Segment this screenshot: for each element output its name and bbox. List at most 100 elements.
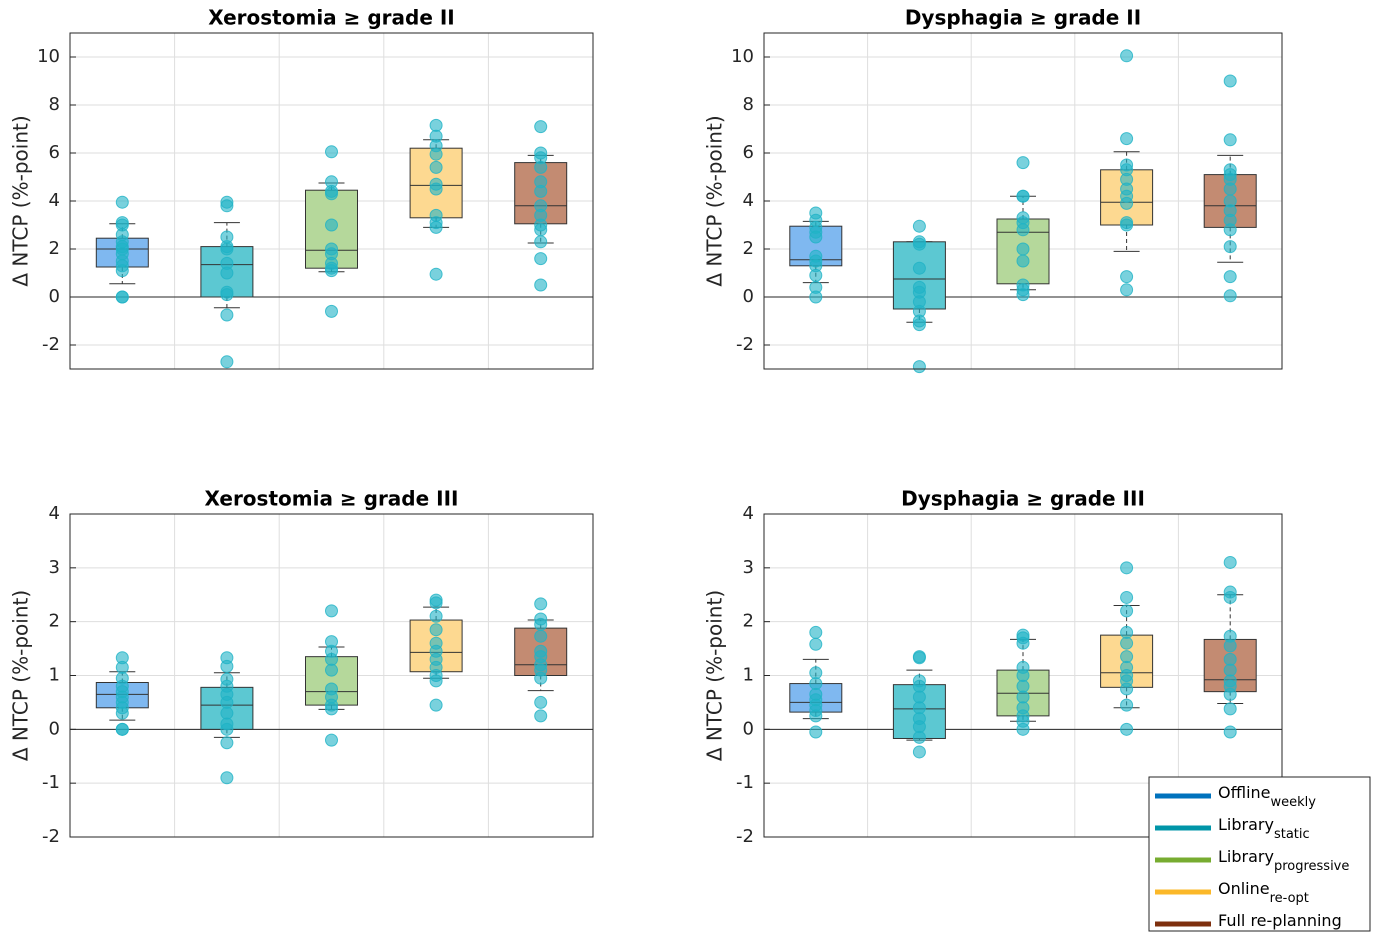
data-point [429,118,443,132]
data-point [1223,652,1237,666]
data-point [115,195,129,209]
data-point [534,617,548,631]
data-point [325,264,338,278]
axes-frame [69,513,594,838]
y-tick-label: 6 [49,142,60,163]
data-point [220,266,234,280]
data-point [1120,270,1134,284]
data-point [1120,218,1134,232]
data-point [325,604,338,618]
data-point [220,722,234,736]
data-point [325,652,338,666]
data-point [325,733,338,747]
panel: -2 0 2 4 6 8 10 Xerostomia ≥ grade II Δ NTCP (%-… [9,6,594,370]
data-point [809,290,823,304]
data-point [1223,663,1237,677]
y-tick-label: 4 [743,190,754,211]
legend-label: Libraryprogressive [1218,847,1349,874]
data-point [809,230,823,244]
data-point [1016,722,1030,736]
data-point [115,264,129,278]
data-point [1120,590,1134,604]
data-point [1223,74,1237,88]
y-tick-label: -2 [736,334,754,355]
data-point [325,304,338,318]
data-point [1016,288,1030,302]
y-tick-label: 0 [49,286,60,307]
data-point [534,120,548,134]
data-point [1120,636,1134,650]
axes-frame [763,32,1283,370]
data-point [115,722,129,736]
data-point [325,145,338,159]
data-point [220,659,234,673]
y-tick-label: 6 [743,142,754,163]
data-point [429,267,443,281]
legend-name: Full re-planning [1218,911,1342,930]
data-point [429,609,443,623]
data-point [534,597,548,611]
data-point [220,199,234,213]
data-point [809,709,823,723]
panel: -2 -1 0 1 2 3 4 Xerostomia ≥ grade III Δ NTCP (%… [9,487,594,847]
y-tick-label: 4 [49,190,60,211]
legend-box [1148,776,1371,932]
data-point [220,288,234,302]
data-point [534,235,548,249]
data-point [912,237,926,251]
data-point [534,223,548,237]
data-point [1120,722,1134,736]
data-point [809,725,823,739]
data-point [912,651,926,665]
data-point [429,182,443,196]
data-point [1120,49,1134,63]
data-point [429,623,443,637]
y-tick-label: -1 [736,772,754,793]
data-point [325,663,338,677]
data-point [1120,132,1134,146]
y-tick-label: 0 [743,718,754,739]
y-axis-label: Δ NTCP (%-point) [9,590,33,761]
data-point [1016,189,1030,203]
data-point [809,625,823,639]
data-point [912,360,926,374]
data-point [534,695,548,709]
data-point [534,671,548,685]
data-point [1016,223,1030,237]
data-point [1223,133,1237,147]
y-tick-label: -2 [42,826,60,847]
axes-frame [69,32,594,370]
legend-label: Offlineweekly [1218,783,1316,810]
y-tick-label: -1 [42,772,60,793]
legend-name: Library [1218,847,1274,866]
y-tick-label: 0 [49,718,60,739]
data-point [912,679,926,693]
data-point [429,220,443,234]
y-tick-label: 2 [49,611,60,632]
data-point [809,268,823,282]
legend-subscript: weekly [1271,795,1317,810]
panel: -2 0 2 4 6 8 10 Dysphagia ≥ grade II Δ NTCP (%-p… [703,6,1283,374]
data-point [534,709,548,723]
y-tick-label: 0 [743,286,754,307]
data-point [534,160,548,174]
data-point [534,629,548,643]
data-point [1223,223,1237,237]
data-point [534,278,548,292]
data-point [809,677,823,691]
data-point [1120,283,1134,297]
legend-subscript: static [1274,827,1310,842]
data-point [429,674,443,688]
data-point [325,702,338,716]
data-point [1223,270,1237,284]
data-point [1223,289,1237,303]
data-point [809,666,823,680]
y-tick-label: 2 [743,611,754,632]
legend-label: Librarystatic [1218,815,1310,842]
legend-label: Full re-planning [1218,911,1342,930]
data-point [1223,702,1237,716]
data-point [912,318,926,332]
y-tick-label: 4 [743,503,754,524]
data-point [1223,240,1237,254]
